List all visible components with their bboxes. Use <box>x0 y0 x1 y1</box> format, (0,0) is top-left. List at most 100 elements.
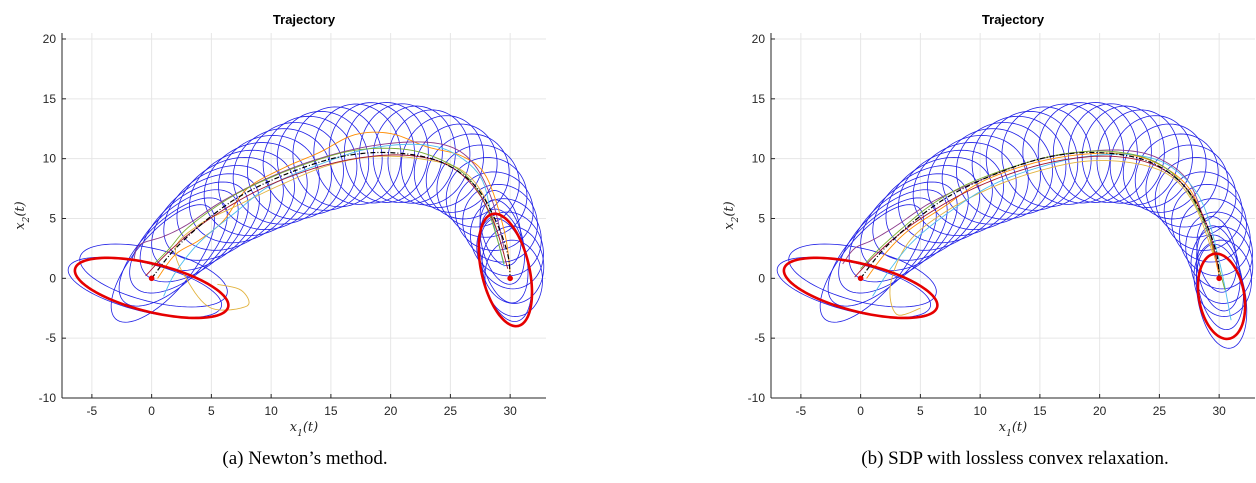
tube-ellipse <box>110 204 215 323</box>
tube-ellipse <box>118 197 228 307</box>
figure-caption: (b) SDP with lossless convex relaxation. <box>861 448 1168 469</box>
tube-ellipse <box>400 115 484 208</box>
tube-ellipse <box>1109 115 1193 208</box>
tube-ellipse <box>1196 216 1238 293</box>
y-axis-label: x2(t) <box>722 201 741 229</box>
y-tick-label: 5 <box>49 211 56 225</box>
chart-title: Trajectory <box>273 12 336 27</box>
plot-area <box>62 33 546 398</box>
tube-ellipse <box>1145 144 1229 228</box>
tube-ellipse <box>232 128 332 225</box>
x-tick-label: 15 <box>324 404 338 418</box>
x-tick-label: 0 <box>857 404 864 418</box>
tube-ellipse <box>425 133 510 220</box>
tube-ellipse <box>454 171 534 251</box>
x-tick-label: 25 <box>1153 404 1167 418</box>
y-tick-label: -10 <box>748 391 766 405</box>
sample-trajectory <box>151 147 505 267</box>
y-axis-label: x2(t) <box>13 201 32 229</box>
tube-ellipse <box>971 115 1067 215</box>
tube-ellipse <box>1052 102 1138 203</box>
start-ellipse <box>782 256 939 320</box>
end-ellipse <box>1196 252 1247 341</box>
sample-trajectory <box>860 150 1226 291</box>
tube-ellipse <box>479 199 525 285</box>
tube-ellipse <box>927 135 1029 231</box>
x-tick-label: 20 <box>1093 404 1107 418</box>
x-tick-label: 20 <box>384 404 398 418</box>
x-tick-label: -5 <box>87 404 98 418</box>
tube-ellipse <box>129 189 239 294</box>
x-tick-label: 25 <box>444 404 458 418</box>
x-tick-label: 5 <box>208 404 215 418</box>
plot-area <box>771 33 1255 398</box>
tube-ellipse <box>1068 103 1152 204</box>
reference-trajectory <box>860 151 1220 279</box>
end-point <box>507 275 513 282</box>
tube-ellipse <box>1163 171 1243 251</box>
end-ellipse <box>477 212 534 328</box>
tube-ellipse <box>860 173 969 272</box>
tube-ellipse <box>898 149 1004 244</box>
start-point <box>148 275 155 282</box>
tube-ellipse <box>885 156 993 251</box>
tube-ellipse <box>1022 103 1111 205</box>
y-tick-label: -10 <box>39 391 57 405</box>
y-tick-label: -5 <box>45 331 56 345</box>
y-tick-label: 15 <box>752 92 766 106</box>
uncertainty-tube <box>776 102 1254 349</box>
tube-ellipse <box>838 189 948 294</box>
tube-ellipse <box>413 123 498 213</box>
x-tick-label: 10 <box>973 404 987 418</box>
start-ellipse <box>73 256 230 320</box>
tube-ellipse <box>1122 123 1207 213</box>
sample-trajectory <box>872 153 1232 321</box>
y-tick-label: 20 <box>43 32 57 46</box>
tube-ellipse <box>79 243 228 308</box>
trajectory-chart-newton: -5 0 5 10 15 20 25 30 -10 -5 0 5 10 15 20 Trajectory x1(… <box>13 12 546 469</box>
tube-ellipse <box>292 106 383 208</box>
tube-ellipse <box>1081 105 1165 204</box>
chart-title: Trajectory <box>982 12 1045 27</box>
sample-trajectory <box>866 152 1220 279</box>
end-point <box>1216 275 1222 282</box>
x-tick-label: 0 <box>148 404 155 418</box>
tube-ellipse <box>819 204 924 323</box>
y-tick-label: 0 <box>758 271 765 285</box>
tube-ellipse <box>372 105 456 204</box>
y-tick-label: 10 <box>752 152 766 166</box>
y-tick-label: 15 <box>43 92 57 106</box>
tube-ellipse <box>436 144 520 228</box>
y-tick-label: -5 <box>754 331 765 345</box>
figure-caption: (a) Newton’s method. <box>222 448 387 469</box>
tube-ellipse <box>163 165 272 261</box>
start-point <box>857 275 864 282</box>
tube-ellipse <box>1001 106 1092 208</box>
reference-trajectory <box>151 151 511 279</box>
y-tick-label: 0 <box>49 271 56 285</box>
sample-trajectory <box>157 131 511 279</box>
sample-trajectory <box>133 141 505 261</box>
sample-trajectory <box>145 154 509 277</box>
tube-ellipse <box>218 135 320 231</box>
trajectory-chart-sdp: -5 0 5 10 15 20 25 30 -10 -5 0 5 10 15 20 Trajectory x1(… <box>722 12 1255 469</box>
x-axis-label: x1(t) <box>290 420 318 439</box>
tube-ellipse <box>788 243 937 308</box>
tube-ellipse <box>1134 133 1219 220</box>
tube-ellipse <box>827 197 937 307</box>
sample-trajectory <box>889 160 1214 316</box>
y-tick-label: 10 <box>43 152 57 166</box>
tube-ellipse <box>481 225 545 304</box>
y-tick-label: 20 <box>752 32 766 46</box>
tube-ellipse <box>985 110 1079 211</box>
tube-ellipse <box>1196 225 1241 312</box>
x-tick-label: -5 <box>796 404 807 418</box>
plot-content <box>776 102 1254 349</box>
tube-ellipse <box>1037 102 1125 204</box>
tube-ellipse <box>479 208 529 304</box>
tube-ellipse <box>445 157 528 238</box>
x-tick-label: 15 <box>1033 404 1047 418</box>
tube-ellipse <box>151 173 260 272</box>
x-tick-label: 10 <box>264 404 278 418</box>
